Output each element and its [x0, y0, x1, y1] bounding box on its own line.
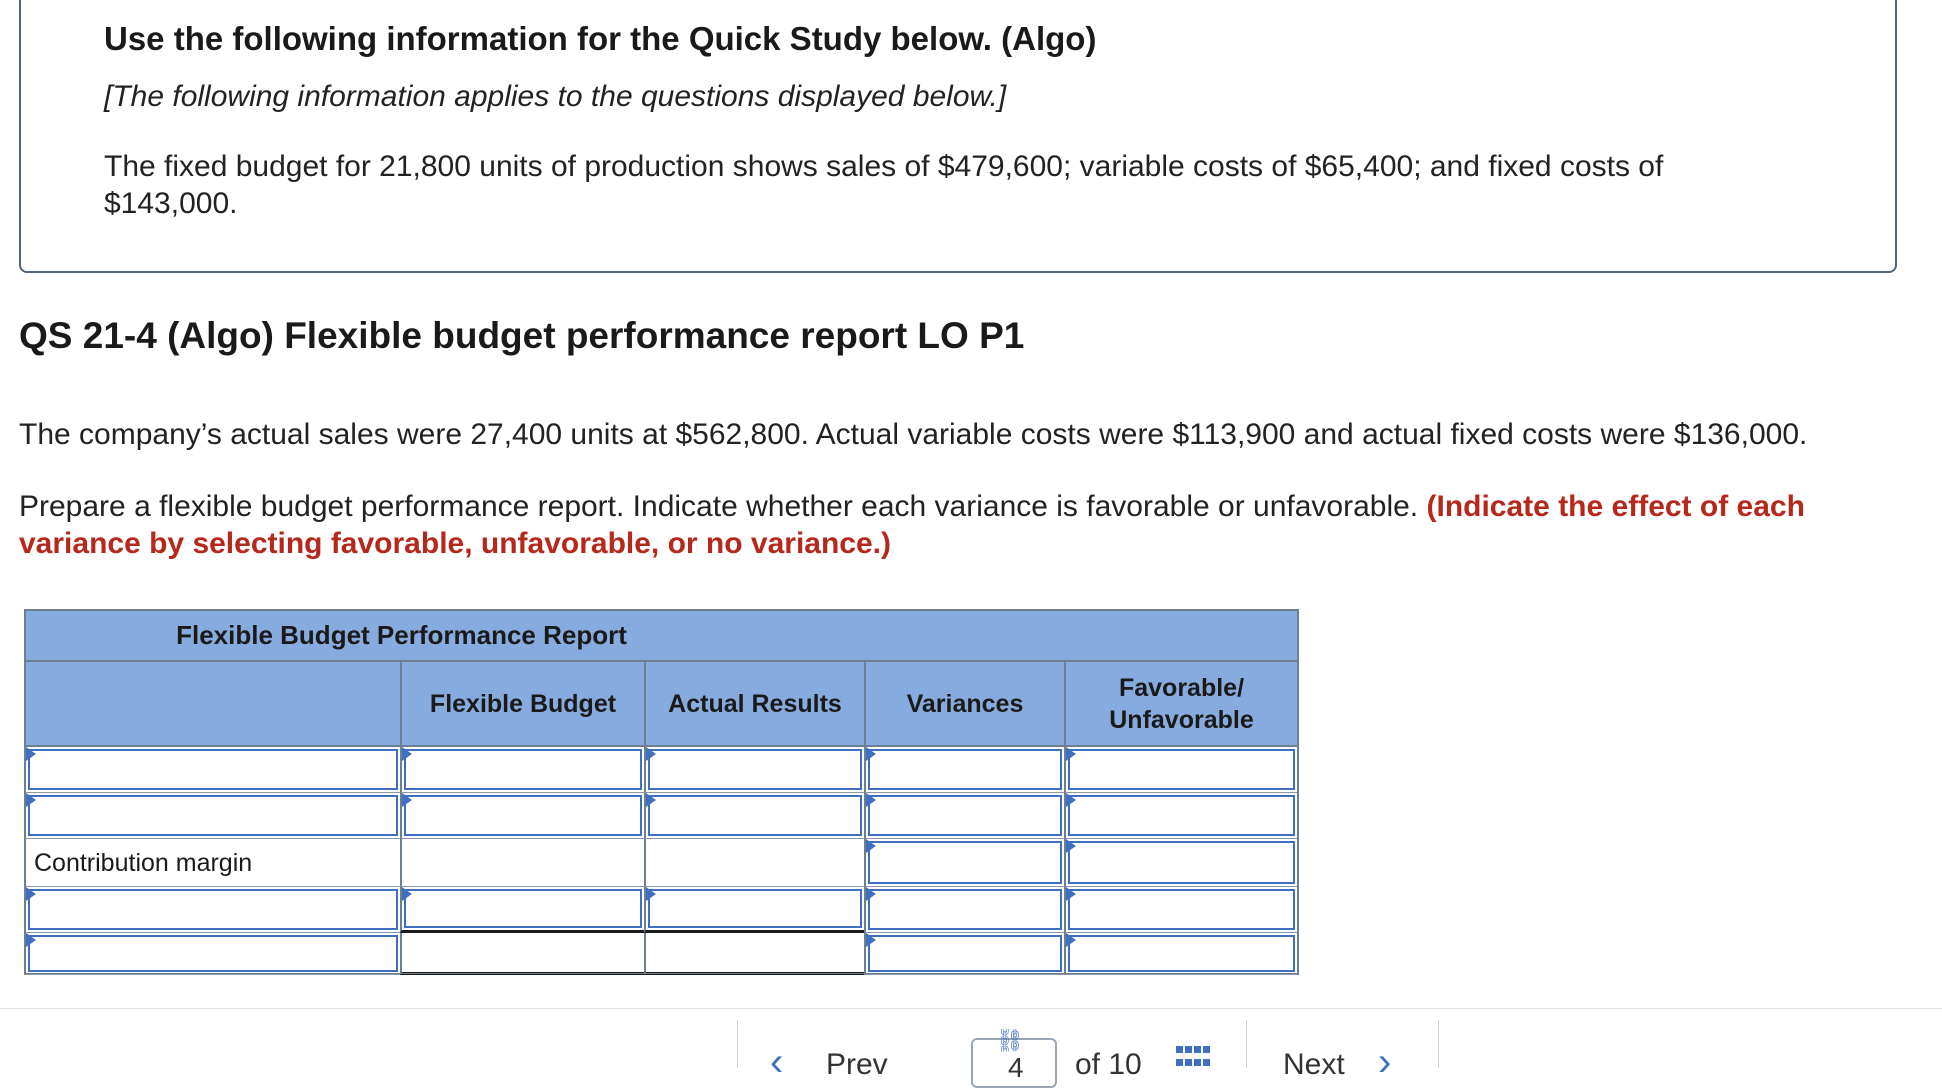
- question-title: QS 21-4 (Algo) Flexible budget performan…: [19, 315, 1025, 356]
- column-header-label: [26, 662, 400, 745]
- actual-results-input[interactable]: [648, 795, 862, 836]
- variance-input[interactable]: [868, 749, 1062, 790]
- nav-divider: [737, 1020, 738, 1068]
- input-flag-icon: [402, 887, 412, 901]
- variance-input[interactable]: [868, 795, 1062, 836]
- input-flag-icon: [26, 747, 36, 761]
- prev-button[interactable]: Prev: [826, 1048, 888, 1081]
- input-flag-icon: [1066, 887, 1076, 901]
- input-flag-icon: [1066, 839, 1076, 853]
- input-flag-icon: [866, 933, 876, 947]
- flexible-budget-input[interactable]: [404, 795, 642, 836]
- empty-cell: [644, 933, 864, 975]
- row-label-select[interactable]: [28, 889, 398, 930]
- input-flag-icon: [26, 793, 36, 807]
- empty-cell: [644, 839, 864, 887]
- favorable-unfavorable-select[interactable]: [1068, 841, 1295, 884]
- link-icon: ⛓: [996, 1028, 1024, 1053]
- column-header-actual-results: Actual Results: [644, 662, 864, 745]
- column-header-favorable-unfavorable: Favorable/ Unfavorable: [1064, 662, 1297, 745]
- report-title: Flexible Budget Performance Report: [26, 611, 1297, 662]
- input-flag-icon: [866, 839, 876, 853]
- input-flag-icon: [646, 887, 656, 901]
- grid-icon[interactable]: [1176, 1046, 1212, 1070]
- input-flag-icon: [646, 793, 656, 807]
- row-label-select[interactable]: [28, 795, 398, 836]
- info-body: The fixed budget for 21,800 units of pro…: [104, 150, 1664, 220]
- input-flag-icon: [26, 933, 36, 947]
- input-flag-icon: [402, 747, 412, 761]
- input-flag-icon: [402, 793, 412, 807]
- input-flag-icon: [1066, 747, 1076, 761]
- input-flag-icon: [866, 887, 876, 901]
- table-row: [26, 933, 1297, 975]
- favorable-unfavorable-select[interactable]: [1068, 795, 1295, 836]
- column-header-row: Flexible Budget Actual Results Variances…: [26, 662, 1297, 747]
- column-header-flexible-budget: Flexible Budget: [400, 662, 644, 745]
- info-title: Use the following information for the Qu…: [104, 20, 1097, 57]
- table-row: [26, 793, 1297, 839]
- actual-results-input[interactable]: [648, 889, 862, 928]
- chevron-right-icon[interactable]: ›: [1378, 1040, 1392, 1084]
- info-panel: [19, 0, 1897, 273]
- current-page: 4: [1008, 1052, 1024, 1083]
- table-row: [26, 747, 1297, 793]
- footer-divider: [0, 1008, 1942, 1009]
- favorable-unfavorable-select[interactable]: [1068, 889, 1295, 930]
- performance-report-table: Flexible Budget Performance Report Flexi…: [24, 609, 1299, 975]
- instruction-highlight: (Indicate the effect of each variance by…: [19, 490, 1805, 560]
- info-subtitle: [The following information applies to th…: [104, 80, 1007, 113]
- input-flag-icon: [646, 747, 656, 761]
- variance-input[interactable]: [868, 935, 1062, 972]
- empty-cell: [400, 933, 644, 975]
- flexible-budget-input[interactable]: [404, 749, 642, 790]
- chevron-left-icon[interactable]: ‹: [770, 1040, 784, 1084]
- variance-input[interactable]: [868, 889, 1062, 930]
- favorable-unfavorable-select[interactable]: [1068, 935, 1295, 972]
- input-flag-icon: [1066, 933, 1076, 947]
- next-button[interactable]: Next: [1283, 1048, 1345, 1081]
- flexible-budget-input[interactable]: [404, 889, 642, 928]
- column-header-variances: Variances: [864, 662, 1064, 745]
- page-total: of 10: [1075, 1048, 1142, 1081]
- input-flag-icon: [26, 887, 36, 901]
- instruction-text: Prepare a flexible budget performance re…: [19, 490, 1419, 523]
- question-paragraph-2: Prepare a flexible budget performance re…: [19, 488, 1909, 562]
- row-label: Contribution margin: [34, 849, 253, 877]
- row-label-select[interactable]: [28, 749, 398, 790]
- input-flag-icon: [1066, 793, 1076, 807]
- row-label-select[interactable]: [28, 935, 398, 972]
- input-flag-icon: [866, 793, 876, 807]
- question-paragraph-1: The company’s actual sales were 27,400 u…: [19, 418, 1808, 451]
- table-row: [26, 887, 1297, 933]
- table-row-contribution-margin: Contribution margin: [26, 839, 1297, 887]
- actual-results-input[interactable]: [648, 749, 862, 790]
- input-flag-icon: [866, 747, 876, 761]
- nav-divider: [1438, 1020, 1439, 1068]
- empty-cell: [400, 839, 644, 887]
- favorable-unfavorable-select[interactable]: [1068, 749, 1295, 790]
- variance-input[interactable]: [868, 841, 1062, 884]
- nav-divider: [1246, 1020, 1247, 1068]
